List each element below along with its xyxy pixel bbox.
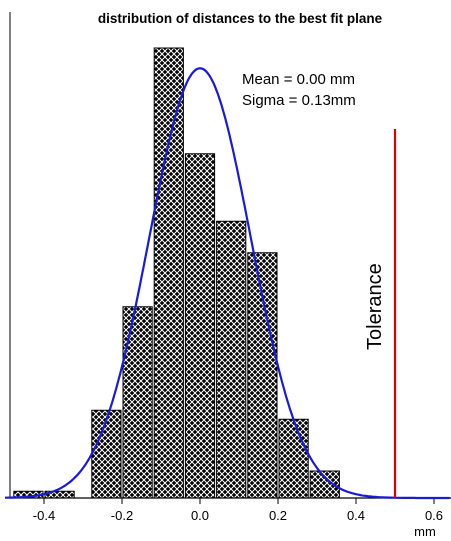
histogram-bar-2: [91, 409, 122, 499]
histogram-bar-3: [122, 306, 153, 499]
bars-layer: [13, 47, 340, 499]
x-tick-label: 0.0: [191, 508, 209, 523]
normal-fit-curve: [5, 67, 450, 500]
tolerance-label: Tolerance: [364, 263, 386, 350]
x-axis-unit-label: mm: [414, 524, 436, 539]
histogram-bar-5: [184, 153, 216, 499]
x-tick-label: 0.6: [425, 508, 443, 523]
mean-annotation: Mean = 0.00 mm: [242, 71, 355, 88]
histogram-bar-8: [278, 418, 309, 499]
sigma-annotation: Sigma = 0.13mm: [242, 92, 356, 109]
chart-title: distribution of distances to the best fi…: [98, 11, 383, 26]
x-tick-label: -0.2: [111, 508, 133, 523]
x-tick-label: 0.2: [269, 508, 287, 523]
x-tick-label: -0.4: [33, 508, 55, 523]
x-ticks-layer: -0.4 -0.2 0.0 0.2 0.4 0.6: [33, 498, 443, 523]
histogram-bar-7: [247, 252, 278, 499]
histogram-bar-6: [216, 220, 247, 499]
histogram-bar-4: [153, 47, 184, 499]
x-tick-label: 0.4: [347, 508, 365, 523]
